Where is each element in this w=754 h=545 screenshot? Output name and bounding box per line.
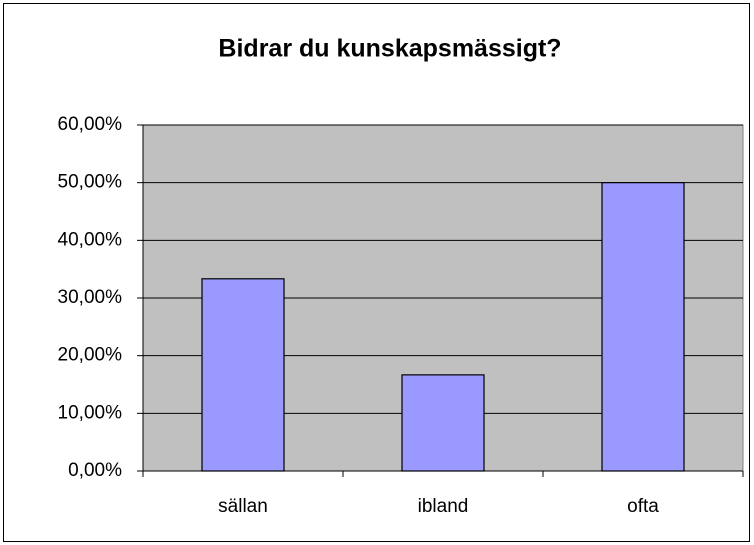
bar xyxy=(201,278,285,472)
x-tick-label: ofta xyxy=(627,496,659,517)
y-tick-label: 10,00% xyxy=(58,402,123,423)
y-tick-label: 20,00% xyxy=(58,345,123,366)
y-tick-label: 0,00% xyxy=(68,460,122,481)
y-tick-label: 60,00% xyxy=(58,114,123,135)
y-tick-label: 50,00% xyxy=(58,172,123,193)
x-tick-label: sällan xyxy=(218,496,268,517)
chart-title: Bidrar du kunskapsmässigt? xyxy=(218,35,561,63)
bar xyxy=(601,182,685,472)
x-tick-label: ibland xyxy=(418,496,469,517)
bar xyxy=(401,374,485,472)
y-tick-label: 40,00% xyxy=(58,229,123,250)
y-tick-label: 30,00% xyxy=(58,287,123,308)
